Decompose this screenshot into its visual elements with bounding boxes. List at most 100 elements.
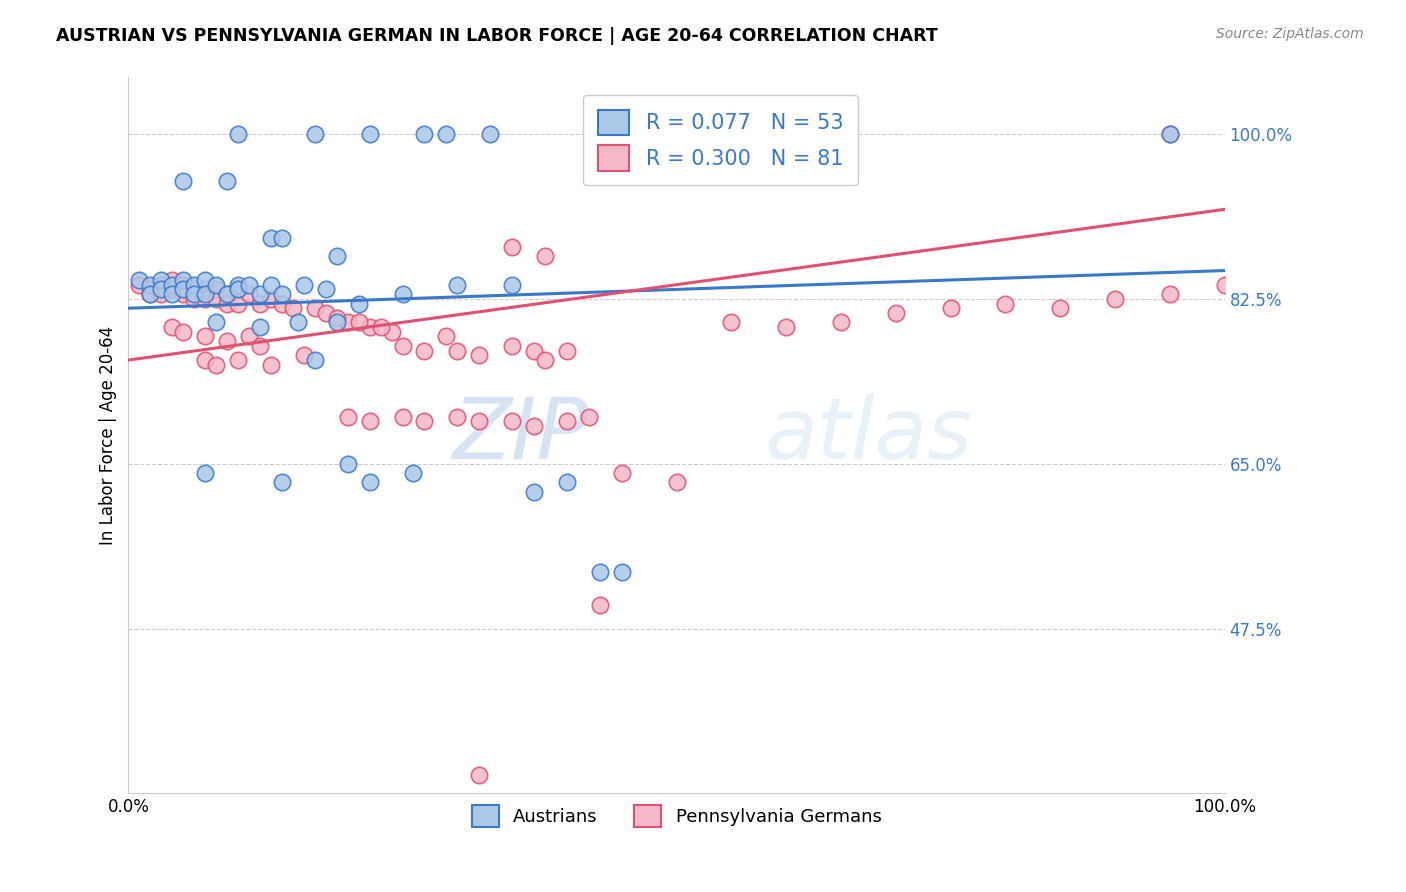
Point — [172, 287, 194, 301]
Point — [326, 315, 349, 329]
Point — [610, 565, 633, 579]
Point — [391, 409, 413, 424]
Point — [326, 249, 349, 263]
Point — [610, 466, 633, 480]
Point — [391, 287, 413, 301]
Point — [260, 292, 283, 306]
Point — [939, 301, 962, 316]
Point — [326, 310, 349, 325]
Point — [1159, 127, 1181, 141]
Point — [1159, 127, 1181, 141]
Point — [271, 475, 294, 490]
Text: ZIP: ZIP — [453, 394, 589, 477]
Point — [287, 315, 309, 329]
Point — [292, 348, 315, 362]
Point — [162, 287, 184, 301]
Text: atlas: atlas — [765, 394, 973, 477]
Point — [183, 277, 205, 292]
Point — [501, 414, 523, 428]
Point — [172, 273, 194, 287]
Point — [281, 301, 304, 316]
Point — [434, 127, 457, 141]
Point — [534, 249, 557, 263]
Point — [194, 273, 217, 287]
Point — [150, 277, 173, 292]
Point — [260, 358, 283, 372]
Point — [249, 296, 271, 310]
Point — [226, 127, 249, 141]
Point — [238, 329, 260, 343]
Point — [271, 296, 294, 310]
Point — [555, 343, 578, 358]
Point — [172, 325, 194, 339]
Point — [830, 315, 852, 329]
Point — [523, 484, 546, 499]
Point — [139, 277, 162, 292]
Point — [468, 414, 491, 428]
Text: Source: ZipAtlas.com: Source: ZipAtlas.com — [1216, 27, 1364, 41]
Point — [205, 277, 228, 292]
Point — [555, 475, 578, 490]
Point — [150, 282, 173, 296]
Point — [501, 240, 523, 254]
Point — [370, 320, 392, 334]
Point — [523, 343, 546, 358]
Point — [468, 767, 491, 781]
Point — [315, 282, 337, 296]
Point — [884, 306, 907, 320]
Point — [194, 353, 217, 368]
Point — [226, 282, 249, 296]
Point — [402, 466, 425, 480]
Point — [205, 358, 228, 372]
Point — [665, 475, 688, 490]
Point — [446, 409, 468, 424]
Point — [226, 353, 249, 368]
Point — [501, 339, 523, 353]
Point — [162, 282, 184, 296]
Point — [555, 414, 578, 428]
Point — [1104, 292, 1126, 306]
Point — [359, 475, 381, 490]
Point — [183, 287, 205, 301]
Point — [194, 329, 217, 343]
Text: AUSTRIAN VS PENNSYLVANIA GERMAN IN LABOR FORCE | AGE 20-64 CORRELATION CHART: AUSTRIAN VS PENNSYLVANIA GERMAN IN LABOR… — [56, 27, 938, 45]
Point — [359, 320, 381, 334]
Point — [413, 127, 436, 141]
Point — [479, 127, 502, 141]
Point — [434, 329, 457, 343]
Point — [238, 277, 260, 292]
Point — [150, 273, 173, 287]
Point — [501, 277, 523, 292]
Point — [217, 296, 239, 310]
Point — [162, 277, 184, 292]
Point — [172, 277, 194, 292]
Point — [128, 273, 150, 287]
Point — [336, 315, 359, 329]
Point — [205, 292, 228, 306]
Legend: Austrians, Pennsylvania Germans: Austrians, Pennsylvania Germans — [464, 798, 889, 834]
Point — [1049, 301, 1071, 316]
Point — [139, 282, 162, 296]
Point — [347, 315, 370, 329]
Point — [217, 287, 239, 301]
Point — [260, 230, 283, 244]
Point — [150, 287, 173, 301]
Point — [194, 287, 217, 301]
Point — [217, 334, 239, 349]
Point — [249, 320, 271, 334]
Point — [226, 296, 249, 310]
Point — [391, 339, 413, 353]
Point — [249, 339, 271, 353]
Point — [380, 325, 402, 339]
Point — [446, 277, 468, 292]
Point — [238, 287, 260, 301]
Y-axis label: In Labor Force | Age 20-64: In Labor Force | Age 20-64 — [100, 326, 117, 545]
Point — [271, 287, 294, 301]
Point — [589, 598, 612, 612]
Point — [304, 301, 326, 316]
Point — [315, 306, 337, 320]
Point — [359, 414, 381, 428]
Point — [413, 414, 436, 428]
Point — [304, 127, 326, 141]
Point — [172, 174, 194, 188]
